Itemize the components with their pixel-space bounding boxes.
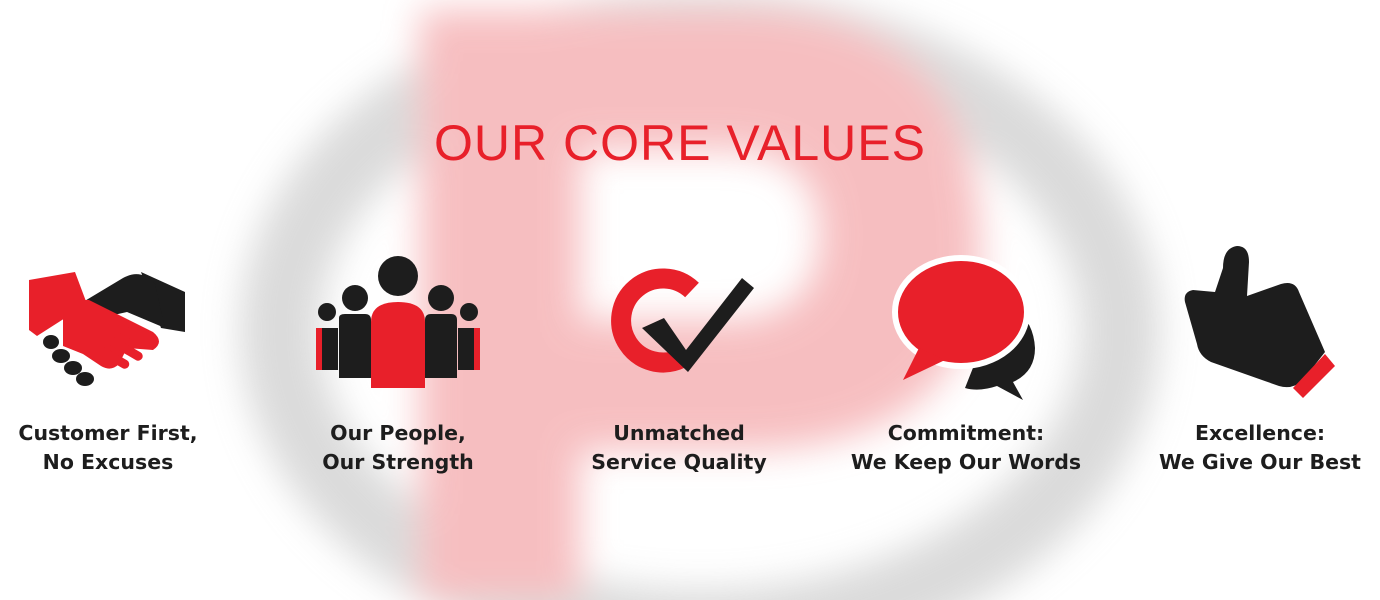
value-title-line2: No Excuses	[42, 450, 174, 474]
value-title-line2: We Keep Our Words	[850, 450, 1082, 474]
value-card-excellence: Excellence: We Give Our Best	[1140, 240, 1380, 477]
page-title: OUR CORE VALUES	[434, 115, 926, 171]
value-card-service-quality: Unmatched Service Quality	[559, 240, 799, 477]
thumbs-up-icon	[1184, 246, 1335, 398]
people-group-icon	[316, 256, 480, 388]
speech-bubbles-icon	[892, 255, 1035, 400]
value-title-line1: Commitment:	[887, 421, 1045, 445]
value-title-line1: Excellence:	[1194, 421, 1326, 445]
value-title-line2: Service Quality	[591, 450, 767, 474]
value-title-line2: Our Strength	[322, 450, 474, 474]
value-title-line1: Customer First,	[18, 421, 198, 445]
value-title-line1: Unmatched	[613, 421, 745, 445]
value-card-our-people: Our People, Our Strength	[278, 240, 518, 477]
value-title-line1: Our People,	[330, 421, 466, 445]
quality-check-icon	[611, 268, 754, 373]
value-card-customer-first: Customer First, No Excuses	[0, 240, 228, 477]
handshake-icon	[29, 272, 185, 386]
value-title-line2: We Give Our Best	[1159, 450, 1361, 474]
value-card-commitment: Commitment: We Keep Our Words	[846, 240, 1086, 477]
